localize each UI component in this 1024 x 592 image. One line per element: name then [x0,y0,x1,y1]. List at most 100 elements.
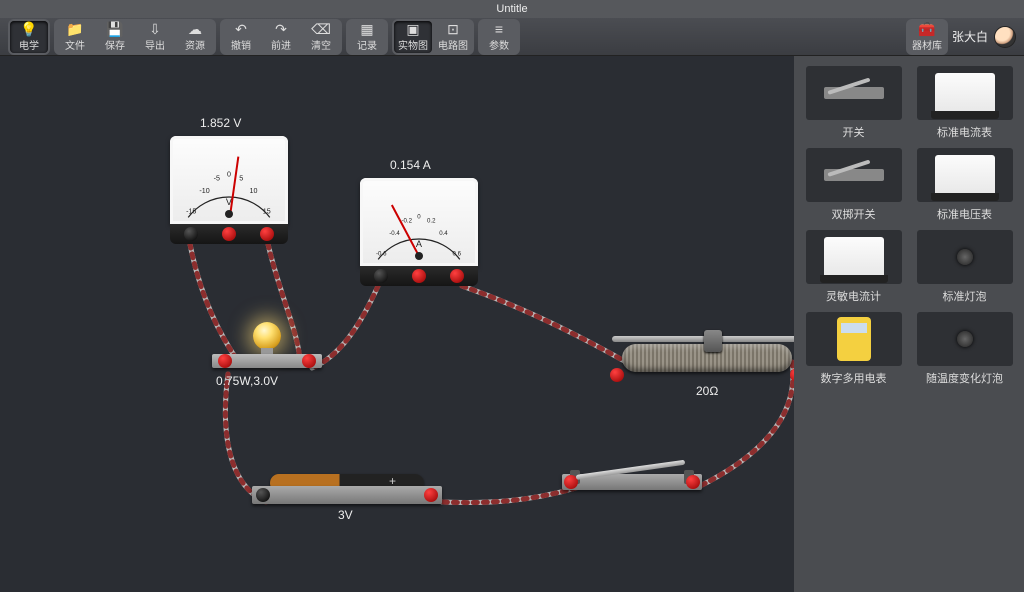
rheostat-label: 20Ω [696,384,718,398]
switch-label: 开关 [843,124,865,140]
toolbar-record-button[interactable]: ▦记录 [348,21,386,53]
palette-dpdt-switch[interactable]: 双掷开关 [802,148,905,222]
svg-text:-10: -10 [199,187,209,195]
battery-terminal-neg[interactable] [256,488,270,502]
rheostat[interactable]: 20Ω [612,334,794,378]
ammeter-terminal-pos2[interactable] [450,269,464,283]
ammeter-std-thumb [917,66,1013,120]
voltmeter-reading: 1.852 V [200,116,241,130]
record-icon: ▦ [360,22,373,36]
toolbar-view-schematic-button[interactable]: ⊡电路图 [434,21,472,53]
svg-text:0.2: 0.2 [427,218,436,225]
svg-text:-15: -15 [186,207,196,215]
galvanometer-label: 灵敏电流计 [826,288,881,304]
toolbar-params-button[interactable]: ≡参数 [480,21,518,53]
galvanometer-thumb [806,230,902,284]
toolbar-electricity-button[interactable]: 💡电学 [10,21,48,53]
circuit-canvas[interactable]: 1.852 V -15-10-5 0 51015 V [0,56,794,592]
component-palette: 开关 标准电流表双掷开关 标准电压表灵敏电流计 标准灯泡数字多用电表 随温度变化灯泡 [794,56,1024,592]
rheostat-slider[interactable] [704,330,722,352]
ammeter-std-label: 标准电流表 [937,124,992,140]
voltmeter-terminal-pos2[interactable] [260,227,274,241]
user-menu[interactable]: 张大白 [952,26,1016,48]
toolbar-library-button[interactable]: 🧰器材库 [908,21,946,53]
bulb-terminal-b[interactable] [302,354,316,368]
redo-icon: ↷ [275,22,287,36]
ammeter-terminal-neg[interactable] [374,269,388,283]
dpdt-switch-label: 双掷开关 [832,206,876,222]
svg-text:10: 10 [249,187,257,195]
toolbar-view-real-button[interactable]: ▣实物图 [394,21,432,53]
file-icon: 📁 [66,22,83,36]
svg-text:5: 5 [239,175,243,183]
wire-layer [0,56,794,592]
voltmeter-std-label: 标准电压表 [937,206,992,222]
view-schematic-icon: ⊡ [447,22,459,36]
svg-text:0.6: 0.6 [452,250,461,257]
ammeter[interactable]: 0.154 A -0.6-0.4-0.2 0 0.20.40.6 A [360,178,478,286]
save-icon: 💾 [106,22,123,36]
battery-label: 3V [338,508,353,522]
palette-thermo-bulb[interactable]: 随温度变化灯泡 [913,312,1016,386]
svg-text:0: 0 [417,214,421,221]
palette-multimeter[interactable]: 数字多用电表 [802,312,905,386]
resource-icon: ☁ [188,22,202,36]
window-titlebar: Untitle [0,0,1024,18]
multimeter-label: 数字多用电表 [821,370,887,386]
battery[interactable]: 3V [252,486,442,504]
bulb-glass [253,322,281,350]
light-bulb[interactable]: 0.75W,3.0V [212,354,322,368]
toolbox-icon: 🧰 [918,22,935,36]
toolbar-undo-button[interactable]: ↶撤销 [222,21,260,53]
knife-switch[interactable] [562,474,702,490]
bulb-terminal-a[interactable] [218,354,232,368]
ammeter-unit: A [416,239,423,249]
document-title: Untitle [496,3,527,15]
palette-bulb-std[interactable]: 标准灯泡 [913,230,1016,304]
user-avatar [994,26,1016,48]
svg-text:0: 0 [227,171,231,179]
voltmeter-std-thumb [917,148,1013,202]
ammeter-terminal-pos1[interactable] [412,269,426,283]
toolbar-clear-button[interactable]: ⌫清空 [302,21,340,53]
export-icon: ⇩ [149,22,161,36]
switch-terminal-b[interactable] [686,475,700,489]
ammeter-reading: 0.154 A [390,158,431,172]
palette-voltmeter-std[interactable]: 标准电压表 [913,148,1016,222]
toolbar-redo-button[interactable]: ↷前进 [262,21,300,53]
svg-text:0.4: 0.4 [439,230,448,237]
palette-ammeter-std[interactable]: 标准电流表 [913,66,1016,140]
rheostat-terminal-a[interactable] [610,368,624,382]
bulb-std-label: 标准灯泡 [943,288,987,304]
svg-text:-0.6: -0.6 [376,250,387,257]
electricity-icon: 💡 [20,22,37,36]
palette-switch[interactable]: 开关 [802,66,905,140]
bulb-std-thumb [917,230,1013,284]
toolbar-file-button[interactable]: 📁文件 [56,21,94,53]
toolbar-save-button[interactable]: 💾保存 [96,21,134,53]
rheostat-terminal-b[interactable] [790,368,794,382]
ammeter-face: -0.6-0.4-0.2 0 0.20.40.6 A [360,178,478,266]
palette-galvanometer[interactable]: 灵敏电流计 [802,230,905,304]
battery-terminal-pos[interactable] [424,488,438,502]
main-toolbar: 💡电学📁文件💾保存⇩导出☁资源↶撤销↷前进⌫清空▦记录▣实物图⊡电路图≡参数 🧰器… [0,18,1024,56]
toolbar-resource-button[interactable]: ☁资源 [176,21,214,53]
undo-icon: ↶ [235,22,247,36]
dpdt-switch-thumb [806,148,902,202]
clear-icon: ⌫ [311,22,331,36]
voltmeter[interactable]: 1.852 V -15-10-5 0 51015 V [170,136,288,244]
params-icon: ≡ [495,22,503,36]
thermo-bulb-label: 随温度变化灯泡 [926,370,1003,386]
voltmeter-face: -15-10-5 0 51015 V [170,136,288,224]
thermo-bulb-thumb [917,312,1013,366]
toolbar-export-button[interactable]: ⇩导出 [136,21,174,53]
view-real-icon: ▣ [406,22,419,36]
svg-text:15: 15 [263,207,271,215]
svg-text:-5: -5 [214,175,220,183]
bulb-label: 0.75W,3.0V [216,374,278,388]
voltmeter-terminal-pos1[interactable] [222,227,236,241]
voltmeter-terminal-neg[interactable] [184,227,198,241]
svg-text:-0.4: -0.4 [389,230,400,237]
switch-thumb [806,66,902,120]
multimeter-thumb [806,312,902,366]
